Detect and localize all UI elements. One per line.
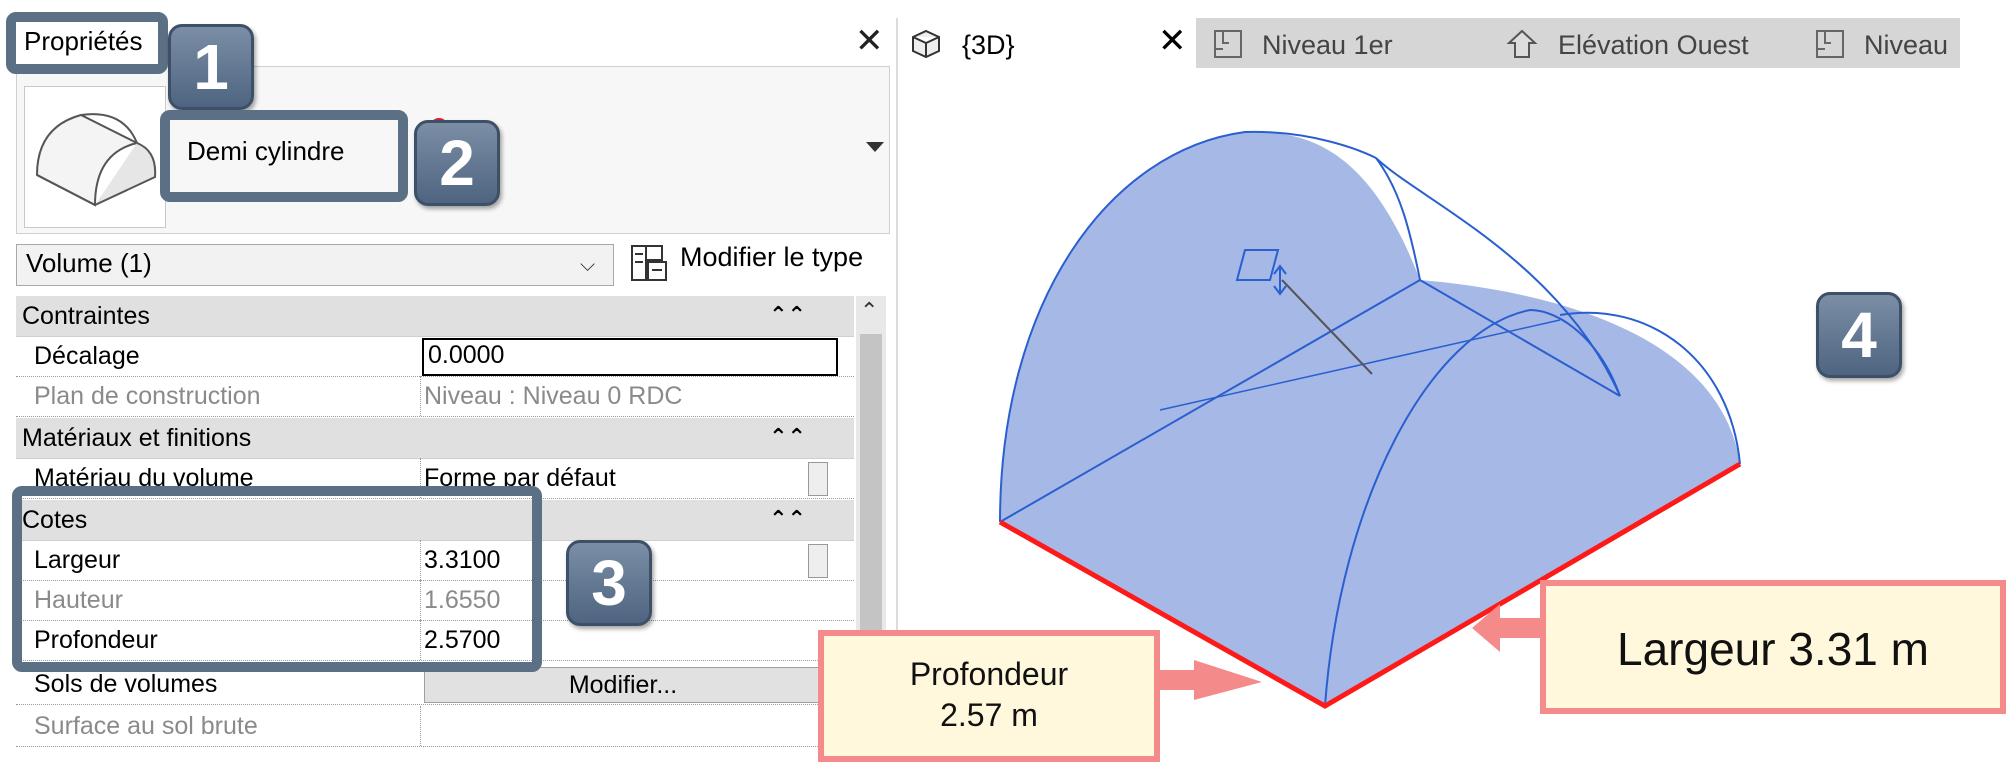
close-icon[interactable]: ✕	[1158, 22, 1187, 60]
tab-niveau-1er[interactable]: Niveau 1er	[1262, 30, 1393, 60]
row-value: Niveau : Niveau 0 RDC	[424, 382, 683, 410]
callout-frame-type	[160, 110, 408, 202]
panel-title: Propriétés	[24, 26, 143, 56]
collapse-icon[interactable]: ⌃⌃	[769, 424, 806, 449]
section-materials[interactable]: Matériaux et finitions ⌃⌃	[16, 418, 854, 459]
badge-1: 1	[168, 24, 254, 110]
panel-divider	[896, 18, 898, 758]
modify-floors-button[interactable]: Modifier...	[424, 667, 822, 703]
width-annotation-text: Largeur 3.31 m	[1617, 623, 1929, 675]
row-value: 1.6550	[424, 586, 501, 614]
row-width[interactable]: Largeur 3.3100	[16, 540, 854, 581]
badge-3: 3	[566, 540, 652, 626]
row-gross-area: Surface au sol brute	[16, 706, 854, 747]
row-value: 2.5700	[424, 626, 501, 654]
scroll-up-icon[interactable]: ⌃	[860, 298, 879, 323]
section-label: Matériaux et finitions	[22, 424, 252, 452]
row-label: Plan de construction	[34, 382, 261, 410]
callout-frame-title	[6, 12, 168, 74]
scrollbar-thumb[interactable]	[860, 334, 882, 714]
badge-4: 4	[1816, 292, 1902, 378]
row-offset: Décalage 0.0000	[16, 336, 854, 377]
collapse-icon[interactable]: ⌃⌃	[769, 506, 806, 531]
row-label: Largeur	[34, 546, 121, 574]
elevation-icon	[1506, 28, 1538, 60]
section-label: Contraintes	[22, 302, 150, 330]
instance-selector-value: Volume (1)	[26, 248, 152, 278]
row-label: Hauteur	[34, 586, 123, 614]
callout-frame-dimensions	[12, 486, 542, 672]
row-label: Surface au sol brute	[34, 712, 258, 740]
chevron-down-icon[interactable]	[866, 142, 884, 152]
row-label: Décalage	[34, 342, 140, 370]
cube-icon	[910, 28, 942, 60]
tab-label: {3D}	[962, 30, 1015, 60]
half-cylinder-icon	[35, 113, 157, 207]
type-thumbnail	[24, 86, 166, 228]
badge-2: 2	[414, 120, 500, 206]
section-label: Cotes	[22, 506, 88, 534]
browse-button[interactable]	[808, 462, 828, 496]
row-height: Hauteur 1.6550	[16, 580, 854, 621]
offset-value: 0.0000	[428, 341, 505, 369]
section-dimensions[interactable]: Cotes ⌃⌃	[16, 500, 854, 541]
instance-selector[interactable]	[16, 244, 614, 286]
floor-plan-icon	[1814, 28, 1846, 60]
offset-input[interactable]: 0.0000	[422, 338, 838, 376]
floor-plan-icon	[1212, 28, 1244, 60]
parameter-button[interactable]	[808, 544, 828, 578]
tab-elevation-ouest[interactable]: Elévation Ouest	[1558, 30, 1749, 60]
tab-3d[interactable]	[900, 18, 1196, 74]
chevron-down-icon[interactable]: ⌵	[580, 254, 596, 276]
depth-annotation-line1: Profondeur	[909, 656, 1069, 692]
edit-type-button[interactable]: Modifier le type	[680, 242, 864, 272]
section-constraints[interactable]: Contraintes ⌃⌃	[16, 296, 854, 337]
edit-type-icon[interactable]	[630, 244, 668, 282]
close-icon[interactable]: ✕	[855, 22, 884, 60]
row-value: 3.3100	[424, 546, 501, 574]
depth-annotation: Profondeur 2.57 m	[818, 630, 1160, 762]
row-mass-floors: Sols de volumes Modifier...	[16, 664, 854, 705]
collapse-icon[interactable]: ⌃⌃	[769, 302, 806, 327]
row-depth[interactable]: Profondeur 2.5700	[16, 620, 854, 661]
row-label: Profondeur	[34, 626, 158, 654]
row-label: Sols de volumes	[34, 670, 218, 698]
type-name: Demi cylindre	[187, 136, 345, 166]
width-annotation: Largeur 3.31 m	[1540, 580, 2006, 714]
tab-niveau[interactable]: Niveau	[1864, 30, 1949, 60]
row-work-plane: Plan de construction Niveau : Niveau 0 R…	[16, 376, 854, 417]
depth-annotation-line2: 2.57 m	[940, 697, 1038, 733]
